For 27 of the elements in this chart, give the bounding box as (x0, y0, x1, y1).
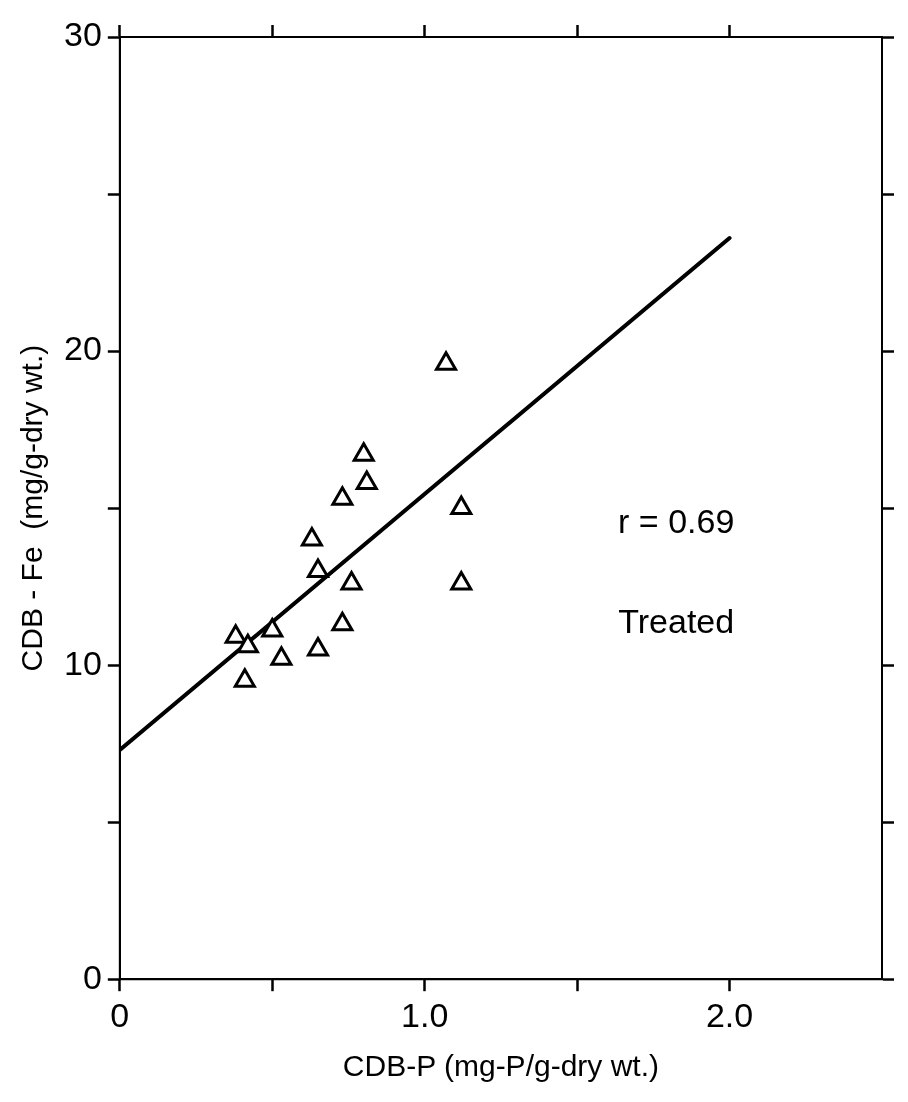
point (261, 618, 284, 638)
point (270, 646, 293, 666)
point (352, 442, 375, 462)
y-tick-label: 20 (63, 329, 102, 368)
x-tick-label: 2.0 (705, 995, 754, 1034)
point (236, 633, 259, 654)
x-axis-title: CDB-P (mg-P/g-dry wt.) (342, 1049, 659, 1083)
point (306, 558, 330, 578)
point (435, 351, 458, 371)
point (300, 527, 323, 547)
point (306, 636, 330, 657)
point (331, 486, 354, 506)
y-tick-label: 10 (63, 643, 102, 682)
point (450, 570, 473, 591)
annotation: Treated (618, 602, 735, 641)
point (355, 470, 378, 490)
x-tick-label: 1.0 (401, 995, 449, 1034)
point (331, 611, 354, 632)
x-tick-label: 0 (110, 995, 130, 1034)
annotation: r = 0.69 (618, 502, 735, 541)
point (224, 624, 247, 644)
point (450, 495, 473, 516)
y-tick-label: 30 (63, 15, 102, 54)
y-tick-label: 0 (82, 957, 102, 996)
y-axis-title: CDB - Fe (mg/g-dry wt.) (15, 344, 49, 672)
point (233, 668, 256, 688)
point (340, 570, 363, 591)
